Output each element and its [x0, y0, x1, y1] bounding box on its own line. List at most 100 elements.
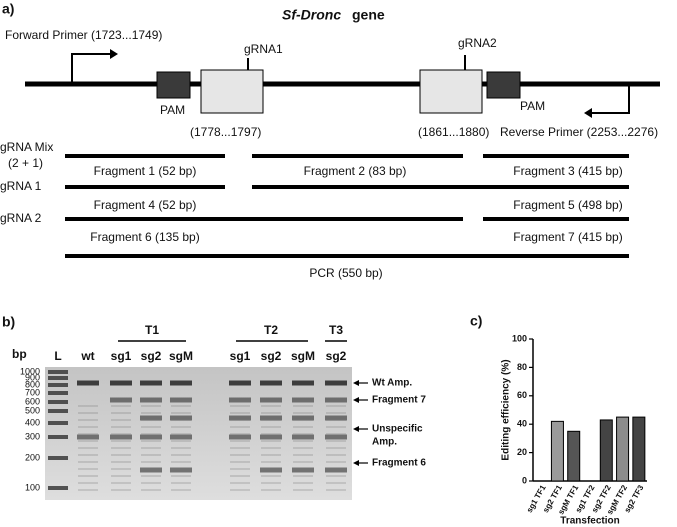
gel-smear — [261, 475, 281, 477]
y-tick-label: 100 — [512, 333, 527, 343]
gel-band — [292, 397, 314, 403]
gel-smear — [111, 475, 131, 477]
grna-box — [200, 69, 264, 114]
grna-box — [419, 69, 483, 114]
gel-smear — [111, 412, 131, 414]
panel-label: a) — [2, 1, 14, 17]
grna-label: gRNA1 — [244, 42, 283, 56]
group-label: T3 — [329, 323, 343, 337]
panel-label: b) — [2, 314, 15, 330]
gel-smear — [111, 440, 131, 442]
gel-bands — [48, 370, 347, 491]
gel-band — [260, 434, 282, 440]
lane-label: sg2 — [261, 349, 282, 363]
fragment-label: Fragment 2 (83 bp) — [304, 164, 407, 178]
pam-label: PAM — [160, 103, 185, 117]
gel-smear — [171, 489, 191, 491]
band-annotation: Wt Amp. — [372, 378, 412, 389]
ladder-label: 300 — [25, 431, 40, 441]
lane-label: sg1 — [111, 349, 132, 363]
fragment-label: Fragment 6 (135 bp) — [90, 230, 199, 244]
y-tick-label: 40 — [517, 419, 527, 429]
x-axis-label: Transfection — [560, 516, 619, 527]
gel-smear — [293, 475, 313, 477]
gel-smear — [78, 405, 98, 407]
gel-smear — [230, 489, 250, 491]
gel-smear — [326, 461, 346, 463]
gel-band — [260, 415, 282, 421]
gel-band — [140, 434, 162, 440]
gel-smear — [261, 454, 281, 456]
gel-smear — [230, 461, 250, 463]
ladder-band — [48, 370, 68, 374]
gel-smear — [141, 433, 161, 435]
gel — [45, 367, 352, 500]
gel-smear — [261, 461, 281, 463]
gel-smear — [171, 405, 191, 407]
gel-band — [110, 380, 132, 386]
gel-smear — [326, 412, 346, 414]
reverse-primer: Reverse Primer (2253...2276) — [500, 125, 658, 139]
gel-band — [170, 415, 192, 421]
lane-label: sg2 — [326, 349, 347, 363]
fragment-label: Fragment 5 (498 bp) — [513, 198, 622, 212]
arrowhead — [353, 380, 359, 386]
gel-smear — [261, 412, 281, 414]
gel-smear — [293, 426, 313, 428]
arrowhead — [353, 397, 359, 403]
fragments — [65, 154, 629, 258]
gel-smear — [293, 461, 313, 463]
ladder-label: 700 — [25, 387, 40, 397]
lane-label: sg2 — [141, 349, 162, 363]
ladder-band — [48, 400, 68, 404]
gel-smear — [261, 405, 281, 407]
gel-smear — [111, 405, 131, 407]
forward-primer: Forward Primer (1723...1749) — [5, 28, 162, 42]
band-annotation: Amp. — [372, 437, 397, 448]
gel-smear — [78, 419, 98, 421]
gel-smear — [326, 419, 346, 421]
gel-smear — [261, 482, 281, 484]
gel-smear — [171, 468, 191, 470]
bar-chart: 0 20 40 60 80 100 Editing efficiency (%) Transf… — [501, 333, 647, 527]
gel-smear — [111, 454, 131, 456]
row-label: (2 + 1) — [8, 156, 43, 170]
gel-smear — [326, 454, 346, 456]
gel-smear — [326, 475, 346, 477]
grna-label: gRNA2 — [458, 36, 497, 50]
gel-band — [325, 415, 347, 421]
gel-band — [140, 397, 162, 403]
lane-label: sgM — [169, 349, 193, 363]
bp-label: bp — [12, 347, 27, 361]
gel-smear — [171, 412, 191, 414]
gel-smear — [326, 433, 346, 435]
gel-smear — [230, 433, 250, 435]
lane-label: sgM — [291, 349, 315, 363]
group-label: T1 — [145, 323, 159, 337]
gel-smear — [326, 440, 346, 442]
gel-smear — [171, 419, 191, 421]
gel-smear — [326, 447, 346, 449]
gel-smear — [326, 468, 346, 470]
band-annotation: Fragment 7 — [372, 395, 426, 406]
gel-band — [325, 467, 347, 473]
gel-band — [260, 380, 282, 386]
fragment-label: Fragment 4 (52 bp) — [94, 198, 197, 212]
gel-smear — [141, 489, 161, 491]
pam-label: PAM — [520, 99, 545, 113]
gel-smear — [171, 426, 191, 428]
gel-smear — [261, 489, 281, 491]
row-label: gRNA 2 — [0, 211, 42, 225]
gel-smear — [230, 475, 250, 477]
gel-smear — [78, 433, 98, 435]
gel-smear — [78, 461, 98, 463]
gel-smear — [78, 440, 98, 442]
gel-smear — [171, 461, 191, 463]
ladder-band — [48, 421, 68, 425]
gel-band — [110, 434, 132, 440]
gel-smear — [293, 419, 313, 421]
gel-smear — [230, 412, 250, 414]
gel-smear — [141, 405, 161, 407]
